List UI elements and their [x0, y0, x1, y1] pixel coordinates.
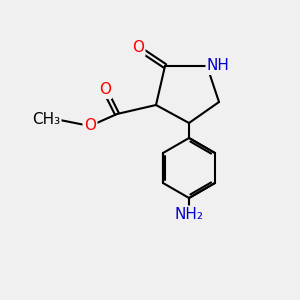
Text: NH₂: NH₂ [175, 207, 203, 222]
Text: O: O [99, 82, 111, 98]
Text: O: O [84, 118, 96, 134]
Text: O: O [132, 40, 144, 56]
Text: NH: NH [207, 58, 230, 74]
Text: CH₃: CH₃ [32, 112, 60, 128]
